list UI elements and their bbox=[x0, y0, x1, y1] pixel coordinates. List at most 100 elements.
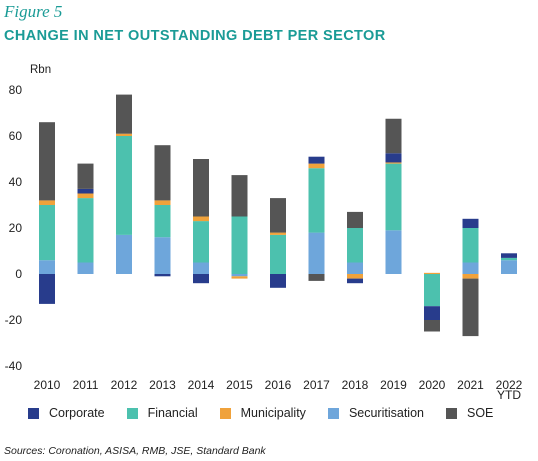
y-tick-label: 20 bbox=[9, 221, 23, 235]
bar-corporate-2019 bbox=[385, 153, 402, 163]
bar-securitisation-2017 bbox=[308, 232, 325, 274]
bar-municipality-2010 bbox=[39, 200, 55, 205]
bar-municipality-2021 bbox=[462, 274, 479, 279]
bar-financial-2013 bbox=[154, 205, 171, 238]
y-tick-label: 40 bbox=[9, 175, 23, 189]
legend-item-financial: Financial bbox=[126, 406, 198, 420]
y-tick-label: 0 bbox=[15, 267, 22, 281]
bar-securitisation-2015 bbox=[231, 274, 248, 277]
bar-financial-2011 bbox=[77, 198, 94, 263]
bar-corporate-2021 bbox=[462, 218, 479, 228]
bar-corporate-2014 bbox=[193, 274, 209, 284]
legend-swatch bbox=[327, 407, 339, 419]
bar-financial-2014 bbox=[193, 221, 209, 263]
bar-financial-2016 bbox=[270, 234, 286, 274]
bar-securitisation-2021 bbox=[462, 262, 479, 274]
legend-label: Securitisation bbox=[348, 406, 424, 420]
x-tick-label: 2014 bbox=[188, 378, 215, 392]
bar-securitisation-2018 bbox=[347, 262, 363, 274]
source-note: Sources: Coronation, ASISA, RMB, JSE, St… bbox=[4, 445, 266, 457]
stacked-bar-chart: Rbn 80 60 40 20 0 -20 -40 2010 2011 2012 2013 2014 20… bbox=[5, 64, 523, 400]
bar-corporate-2011 bbox=[77, 188, 94, 194]
chart-legend: Corporate Financial Municipality Securitisa… bbox=[28, 406, 515, 420]
bar-securitisation-2013 bbox=[154, 237, 171, 274]
x-tick-label: 2019 bbox=[380, 378, 407, 392]
bar-municipality-2018 bbox=[347, 274, 363, 279]
bar-financial-2017 bbox=[308, 168, 325, 233]
legend-swatch bbox=[219, 407, 231, 419]
legend-swatch bbox=[28, 407, 39, 419]
bar-corporate-2022-ytd bbox=[501, 253, 517, 258]
bar-securitisation-2019 bbox=[385, 230, 402, 274]
bar-soe-2011 bbox=[77, 163, 94, 189]
legend-swatch bbox=[445, 407, 457, 419]
legend-label: Financial bbox=[147, 406, 198, 420]
x-tick-label: 2013 bbox=[149, 378, 176, 392]
bar-corporate-2017 bbox=[308, 156, 325, 164]
bar-securitisation-2014 bbox=[193, 262, 209, 274]
legend-item-soe: SOE bbox=[445, 406, 494, 420]
bar-financial-2022-ytd bbox=[501, 257, 517, 261]
legend-item-corporate: Corporate bbox=[28, 406, 105, 420]
bar-financial-2019 bbox=[385, 163, 402, 231]
figure-label: Figure 5 bbox=[4, 2, 63, 21]
x-tick-label: 2018 bbox=[342, 378, 369, 392]
bar-soe-2012 bbox=[116, 94, 132, 134]
x-tick-label: 2020 bbox=[419, 378, 446, 392]
x-tick-label: 2010 bbox=[34, 378, 61, 392]
x-tick-label: 2016 bbox=[265, 378, 292, 392]
bar-municipality-2020 bbox=[424, 272, 440, 274]
bar-municipality-2015 bbox=[231, 276, 248, 279]
bar-corporate-2020 bbox=[424, 306, 440, 320]
bar-corporate-2018 bbox=[347, 278, 363, 284]
bar-municipality-2017 bbox=[308, 163, 325, 169]
x-tick-label: 2015 bbox=[226, 378, 253, 392]
bar-soe-2015 bbox=[231, 175, 248, 217]
bar-municipality-2013 bbox=[154, 200, 171, 205]
legend-item-municipality: Municipality bbox=[219, 406, 306, 420]
x-tick-label: 2011 bbox=[73, 378, 99, 392]
x-tick-label: 2012 bbox=[111, 378, 138, 392]
bar-financial-2010 bbox=[39, 205, 55, 261]
legend-label: SOE bbox=[466, 406, 494, 420]
x-tick-label: 2021 bbox=[457, 378, 484, 392]
bar-municipality-2014 bbox=[193, 216, 209, 222]
bar-corporate-2016 bbox=[270, 274, 286, 288]
bar-municipality-2016 bbox=[270, 232, 286, 235]
bar-soe-2016 bbox=[270, 198, 286, 233]
bar-financial-2015 bbox=[231, 216, 248, 274]
legend-swatch bbox=[126, 407, 138, 419]
bar-soe-2018 bbox=[347, 211, 363, 228]
bar-soe-2019 bbox=[385, 118, 402, 154]
bar-financial-2018 bbox=[347, 228, 363, 263]
y-tick-label: 80 bbox=[9, 83, 23, 97]
bar-financial-2012 bbox=[116, 136, 132, 235]
bar-soe-2014 bbox=[193, 159, 209, 217]
bar-soe-2017 bbox=[308, 274, 325, 281]
bar-soe-2010 bbox=[39, 122, 55, 201]
bar-securitisation-2012 bbox=[116, 234, 132, 274]
bar-corporate-2010 bbox=[39, 274, 55, 304]
legend-item-securitisation: Securitisation bbox=[327, 406, 424, 420]
y-tick-label: -40 bbox=[5, 359, 23, 373]
bar-municipality-2011 bbox=[77, 193, 94, 199]
bar-soe-2021 bbox=[462, 278, 479, 337]
y-axis-label: Rbn bbox=[30, 64, 51, 76]
bar-soe-2013 bbox=[154, 145, 171, 201]
bar-financial-2020 bbox=[424, 274, 440, 307]
y-tick-label: 60 bbox=[9, 129, 23, 143]
legend-label: Municipality bbox=[240, 406, 306, 420]
bar-financial-2021 bbox=[462, 228, 479, 263]
y-tick-label: -20 bbox=[5, 313, 23, 327]
bar-securitisation-2011 bbox=[77, 262, 94, 274]
bar-municipality-2019 bbox=[385, 162, 402, 164]
bar-securitisation-2010 bbox=[39, 260, 55, 274]
bar-municipality-2012 bbox=[116, 133, 132, 136]
legend-label: Corporate bbox=[49, 406, 105, 420]
bar-corporate-2013 bbox=[154, 274, 171, 277]
bar-securitisation-2022-ytd bbox=[501, 260, 517, 274]
x-tick-label: 2022 YTD bbox=[496, 378, 523, 400]
bar-soe-2020 bbox=[424, 320, 440, 332]
x-tick-label: 2017 bbox=[303, 378, 330, 392]
chart-title: CHANGE IN NET OUTSTANDING DEBT PER SECTO… bbox=[4, 28, 386, 44]
